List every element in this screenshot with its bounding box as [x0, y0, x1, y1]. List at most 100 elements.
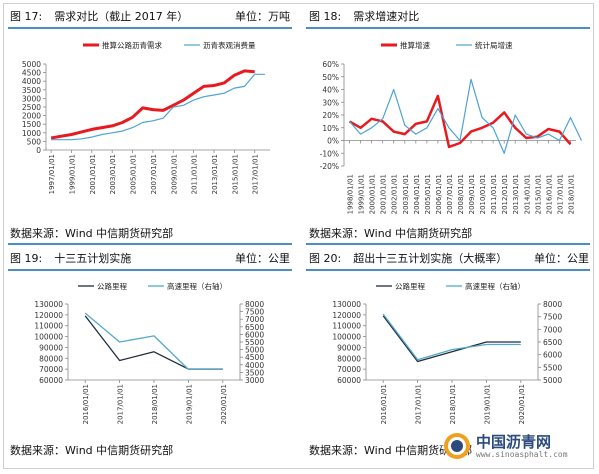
y-right-tick-label: 5000	[543, 376, 562, 385]
y-tick-label: 40%	[322, 86, 339, 95]
x-tick-label: 2016/01/01	[545, 174, 553, 214]
panel-4-fig-label: 图 20:	[309, 252, 342, 265]
panel-4-source: 数据来源：Wind 中信期货研究部	[309, 444, 473, 457]
y-left-tick-label: 90000	[337, 343, 361, 352]
y-tick-label: -10%	[320, 149, 339, 158]
panel-2-fig-label: 图 18:	[309, 10, 342, 23]
x-tick-label: 2012/01/01	[501, 174, 509, 214]
legend-label-2: 沥青表观消费量	[203, 40, 256, 50]
panel-2-title: 需求增速对比	[353, 10, 420, 23]
panel-3-unit: 单位：公里	[235, 252, 290, 265]
x-tick-label: 2003/01/01	[109, 154, 117, 194]
y-tick-label: 1500	[22, 120, 41, 129]
y-right-tick-label: 6000	[245, 330, 264, 339]
x-tick-label: 2016/01/01	[82, 384, 90, 424]
series-line-1	[84, 315, 223, 370]
y-right-tick-label: 4000	[245, 361, 264, 370]
y-left-tick-label: 100000	[34, 333, 63, 342]
legend-label-2: 统计局增速	[475, 40, 513, 50]
y-left-tick-label: 70000	[39, 365, 63, 374]
y-left-tick-label: 80000	[39, 354, 63, 363]
watermark-url: www.sinoasphalt.com	[476, 450, 568, 459]
chart-growth-comparison: -20% -10% 0% 10% 20% 30% 40% 50% 60% 1998/01/01 19…	[320, 40, 583, 214]
x-tick-label: 2003/01/01	[402, 174, 410, 214]
y-right-tick-label: 6500	[543, 338, 562, 347]
x-tick-label: 2007/01/01	[150, 154, 158, 194]
legend-label-2: 高速里程（右轴）	[167, 281, 227, 291]
y-right-tick-label: 6500	[245, 323, 264, 332]
panel-3-header-rule	[8, 269, 292, 271]
y-tick-label: 3000	[22, 94, 41, 103]
x-tick-label: 2014/01/01	[523, 174, 531, 214]
y-tick-label: 20%	[322, 111, 339, 120]
x-tick-label: 2018/01/01	[449, 384, 457, 424]
x-tick-label: 2011/01/01	[490, 174, 498, 214]
y-tick-label: 4000	[22, 77, 41, 86]
panel-4-header: 图 20: 超出十三五计划实施（大概率） 单位：公里	[309, 248, 589, 268]
panel-3-header: 图 19: 十三五计划实施 单位：公里	[10, 248, 290, 268]
x-tick-label: 2018/01/01	[567, 174, 575, 214]
y-left-tick-label: 70000	[337, 365, 361, 374]
series-line-1	[382, 315, 521, 363]
x-tick-label: 2015/01/01	[534, 174, 542, 214]
panel-1-unit: 单位：万吨	[235, 10, 290, 23]
y-right-tick-label: 3500	[245, 368, 264, 377]
y-tick-label: 1000	[22, 129, 41, 138]
x-tick-label: 2017/01/01	[556, 174, 564, 214]
x-tick-label: 2017/01/01	[117, 384, 125, 424]
x-tick-label: 1999/01/01	[68, 154, 76, 194]
y-tick-label: 2000	[22, 112, 41, 121]
legend-label-1: 公路里程	[395, 281, 425, 291]
panel-1-header-rule	[8, 27, 292, 29]
y-left-tick-label: 120000	[34, 311, 63, 320]
y-tick-label: 30%	[322, 98, 339, 107]
legend-label-2: 高速里程（右轴）	[465, 281, 525, 291]
x-tick-label: 2005/01/01	[424, 174, 432, 214]
x-tick-label: 1998/01/01	[347, 174, 355, 214]
legend-label-1: 推算公路沥青需求	[102, 40, 162, 50]
panel-1-source: 数据来源：Wind 中信期货研究部	[10, 227, 174, 240]
x-tick-label: 2017/01/01	[252, 154, 260, 194]
x-tick-label: 2019/01/01	[483, 384, 491, 424]
panel-3-fig-label: 图 19:	[10, 252, 43, 265]
y-left-tick-label: 90000	[39, 343, 63, 352]
x-tick-label: 2020/01/01	[220, 384, 228, 424]
series-line-2	[84, 312, 223, 371]
y-tick-label: 4500	[22, 69, 41, 78]
y-right-tick-label: 5000	[245, 346, 264, 355]
y-right-tick-label: 5500	[245, 338, 264, 347]
x-tick-label: 2007/01/01	[446, 174, 454, 214]
y-right-tick-label: 3000	[245, 376, 264, 385]
y-left-tick-label: 60000	[39, 376, 63, 385]
y-right-tick-label: 8000	[543, 300, 562, 309]
panel-2-header: 图 18: 需求增速对比	[309, 6, 589, 26]
y-right-tick-label: 7500	[543, 313, 562, 322]
x-tick-label: 2009/01/01	[468, 174, 476, 214]
x-tick-label: 2000/01/01	[369, 174, 377, 214]
x-tick-label: 2016/01/01	[380, 384, 388, 424]
x-tick-label: 2011/01/01	[191, 154, 199, 194]
middle-rule-right	[306, 243, 590, 245]
y-tick-label: 5000	[22, 60, 41, 69]
x-tick-label: 2015/01/01	[231, 154, 239, 194]
x-tick-label: 2001/01/01	[89, 154, 97, 194]
x-tick-label: 2004/01/01	[413, 174, 421, 214]
y-tick-label: 0%	[327, 137, 339, 146]
x-tick-label: 2009/01/01	[170, 154, 178, 194]
x-tick-label: 2019/01/01	[185, 384, 193, 424]
y-left-tick-label: 80000	[337, 354, 361, 363]
y-left-tick-label: 110000	[34, 322, 63, 331]
y-right-tick-label: 5500	[543, 363, 562, 372]
series-line-2	[349, 78, 583, 154]
y-tick-label: 0	[36, 146, 41, 155]
y-right-tick-label: 4500	[245, 353, 264, 362]
page-frame	[3, 3, 594, 469]
x-tick-label: 2013/01/01	[211, 154, 219, 194]
y-left-tick-label: 130000	[34, 300, 63, 309]
panel-3-title: 十三五计划实施	[54, 252, 132, 265]
middle-rule-left	[8, 243, 292, 245]
x-tick-label: 2018/01/01	[151, 384, 159, 424]
panel-1-fig-label: 图 17:	[10, 10, 43, 23]
